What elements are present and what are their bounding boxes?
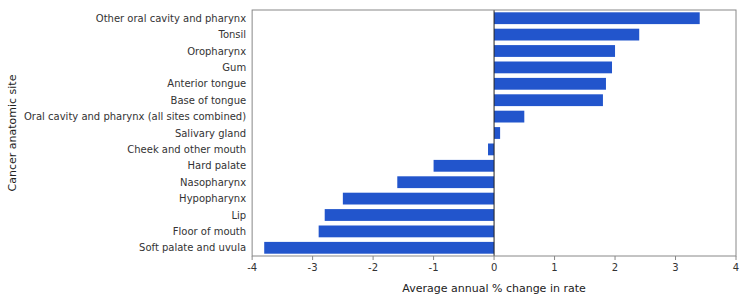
bar (434, 160, 494, 172)
x-tick-label: 3 (672, 262, 678, 273)
bar (494, 61, 612, 73)
bar (494, 111, 524, 123)
x-tick (373, 256, 374, 260)
y-tick-label: Nasopharynx (180, 177, 246, 188)
y-tick-labels: Soft palate and uvula Floor of mouth Lip Hy… (24, 13, 246, 254)
x-tick-label: -2 (368, 262, 378, 273)
x-tick-label: 0 (491, 262, 497, 273)
baseline (494, 10, 495, 256)
y-tick-label: Hypopharynx (179, 193, 246, 204)
x-tick (433, 256, 434, 260)
bar (494, 12, 700, 24)
y-tick-label: Lip (231, 210, 246, 221)
x-axis: -4 -3 -2 -1 0 1 2 3 4 (247, 256, 739, 273)
x-tick-label: -1 (429, 262, 439, 273)
y-tick-label: Salivary gland (175, 128, 246, 139)
x-tick (736, 256, 737, 260)
bar (325, 209, 494, 221)
x-tick-label: 2 (612, 262, 618, 273)
x-axis-label: Average annual % change in rate (402, 282, 586, 295)
x-tick (494, 256, 495, 260)
y-tick-label: Soft palate and uvula (139, 242, 246, 253)
plot-frame (252, 10, 736, 256)
y-tick-label: Base of tongue (171, 95, 247, 106)
y-tick-label: Oral cavity and pharynx (all sites combi… (24, 111, 246, 122)
chart: Soft palate and uvula Floor of mouth Lip Hy… (0, 0, 750, 302)
bar (494, 127, 500, 139)
x-tick (312, 256, 313, 260)
x-tick (675, 256, 676, 260)
bar (488, 143, 494, 155)
y-tick-label: Oropharynx (187, 46, 246, 57)
y-tick-label: Hard palate (188, 160, 247, 171)
bar (494, 94, 603, 106)
y-tick-label: Other oral cavity and pharynx (96, 13, 246, 24)
x-tick-label: -4 (247, 262, 257, 273)
bar (264, 242, 494, 254)
x-tick-label: -3 (308, 262, 318, 273)
bars (264, 10, 699, 256)
bar (494, 78, 606, 90)
x-tick-label: 4 (733, 262, 739, 273)
y-tick-label: Cheek and other mouth (127, 144, 246, 155)
y-axis-label: Cancer anatomic site (6, 74, 19, 191)
x-tick (615, 256, 616, 260)
y-tick-label: Gum (222, 62, 246, 73)
bar (319, 225, 494, 237)
x-tick-label: 1 (551, 262, 557, 273)
x-tick (554, 256, 555, 260)
bar (494, 45, 615, 57)
bar (343, 193, 494, 205)
y-tick-label: Anterior tongue (167, 78, 246, 89)
bar (494, 29, 639, 41)
bar (397, 176, 494, 188)
y-tick-label: Floor of mouth (173, 226, 246, 237)
y-tick-label: Tonsil (217, 29, 246, 40)
x-tick (252, 256, 253, 260)
